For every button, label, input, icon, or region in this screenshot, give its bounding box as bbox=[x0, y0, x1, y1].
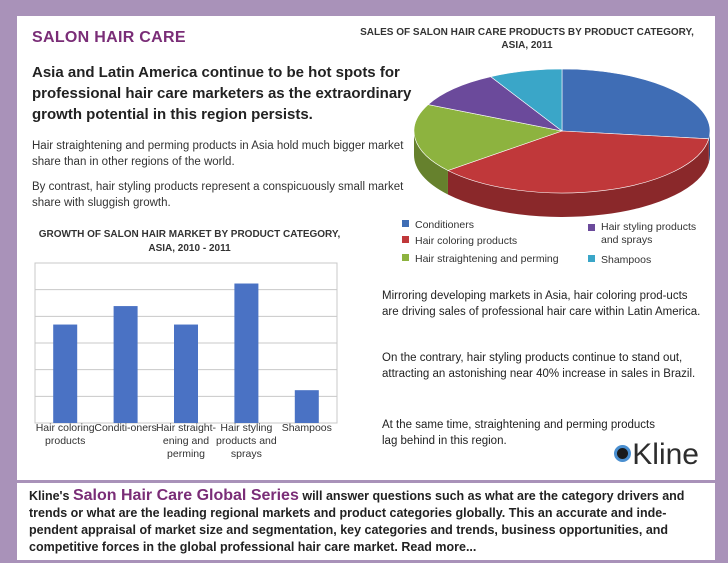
bar-x-label: Conditi-oners bbox=[94, 422, 157, 434]
right-paragraph-3: At the same time, straightening and perm… bbox=[382, 419, 655, 447]
legend-item-conditioners: Conditioners bbox=[402, 219, 474, 232]
legend-label: Hair straightening and perming bbox=[415, 253, 559, 265]
legend-swatch bbox=[402, 236, 409, 243]
right-paragraph-2: On the contrary, hair styling products c… bbox=[382, 352, 696, 380]
legend-label: Hair styling products and sprays bbox=[601, 221, 697, 246]
intro-paragraph-1: Hair straightening and perming products … bbox=[32, 140, 404, 168]
bar-1 bbox=[113, 306, 138, 423]
footer-lead: Kline's bbox=[29, 489, 70, 503]
pie-chart bbox=[413, 68, 711, 218]
pie-slice-1 bbox=[447, 130, 710, 194]
right-paragraph-1: Mirroring developing markets in Asia, ha… bbox=[382, 290, 701, 318]
bar-2 bbox=[174, 324, 198, 423]
pie-slice-0 bbox=[561, 68, 711, 140]
bar-4 bbox=[294, 390, 319, 423]
bar-x-label: Hair straight-ening and perming bbox=[155, 422, 217, 460]
page-title: SALON HAIR CARE bbox=[32, 29, 186, 46]
legend-item-styling: Hair styling products and sprays bbox=[588, 221, 708, 247]
kline-logo: Kline bbox=[614, 438, 699, 472]
pie-slice-4 bbox=[490, 68, 563, 132]
bar-3 bbox=[234, 283, 259, 423]
legend-label: Shampoos bbox=[601, 254, 652, 266]
legend-label: Hair coloring products bbox=[415, 235, 518, 247]
legend-item-straightening: Hair straightening and perming bbox=[402, 253, 559, 266]
kline-logo-icon bbox=[614, 445, 632, 462]
bar-x-label: Hair coloring products bbox=[35, 422, 95, 447]
kline-logo-text: Kline bbox=[632, 438, 699, 471]
footer-text: will answer questions such as what are t… bbox=[29, 489, 685, 554]
pie-slice-side-1 bbox=[447, 138, 709, 218]
pie-slice-2 bbox=[413, 104, 564, 171]
legend-swatch bbox=[588, 255, 595, 262]
pie-slice-side-2 bbox=[414, 131, 448, 195]
headline: Asia and Latin America continue to be ho… bbox=[32, 64, 412, 123]
legend-swatch bbox=[588, 224, 595, 231]
intro-paragraph-2: By contrast, hair styling products repre… bbox=[32, 181, 404, 209]
footer-series-link[interactable]: Salon Hair Care Global Series bbox=[72, 487, 299, 504]
bar-chart bbox=[34, 262, 338, 424]
bar-chart-title: GROWTH OF SALON HAIR MARKET BY PRODUCT C… bbox=[38, 229, 341, 254]
legend-swatch bbox=[402, 254, 409, 261]
legend-swatch bbox=[402, 220, 409, 227]
pie-slice-side-0 bbox=[708, 131, 710, 163]
pie-chart-title: SALES OF SALON HAIR CARE PRODUCTS BY PRO… bbox=[360, 27, 694, 51]
main-panel: SALON HAIR CARE Asia and Latin America c… bbox=[17, 16, 715, 480]
bar-x-label: Hair styling products and sprays bbox=[216, 422, 277, 460]
legend-item-shampoos: Shampoos bbox=[588, 254, 651, 267]
footer-promo: Kline's Salon Hair Care Global Series wi… bbox=[17, 483, 715, 560]
legend-item-hair-coloring: Hair coloring products bbox=[402, 235, 517, 248]
bar-x-label: Shampoos bbox=[281, 422, 332, 434]
pie-slice-3 bbox=[427, 76, 563, 132]
bar-0 bbox=[53, 324, 78, 423]
legend-label: Conditioners bbox=[415, 219, 474, 231]
